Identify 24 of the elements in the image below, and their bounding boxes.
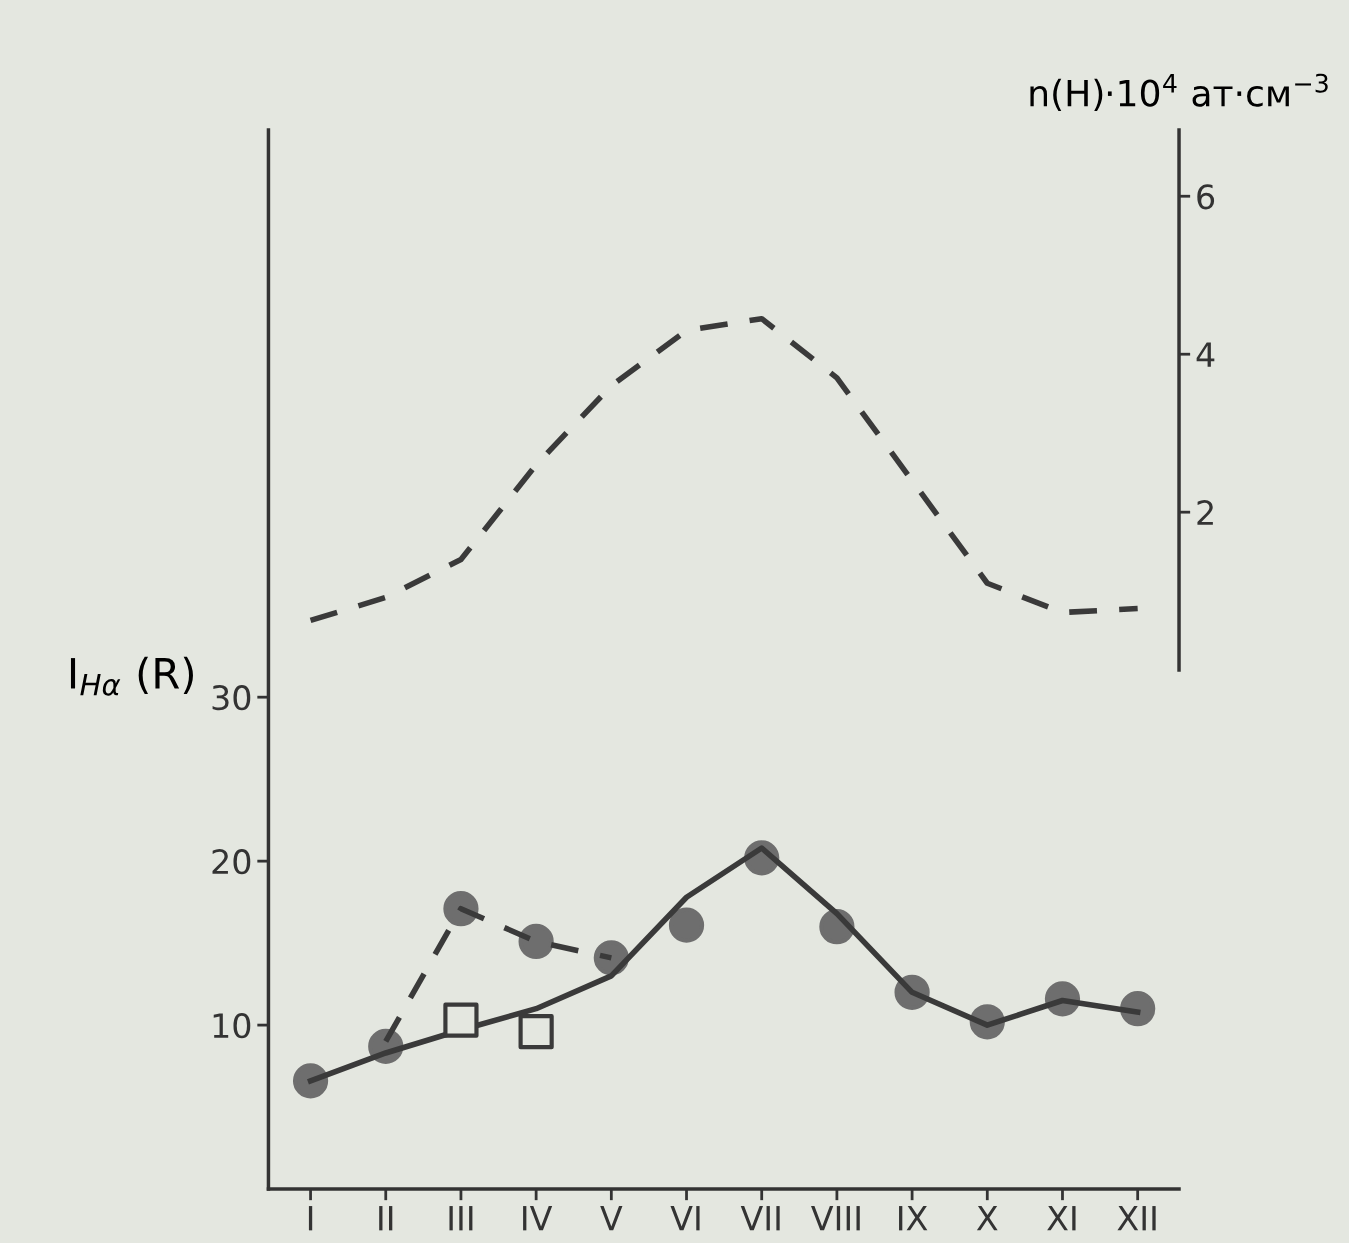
x-tick-label: I xyxy=(308,1206,313,1231)
point xyxy=(443,1002,479,1038)
x-tick-label: X xyxy=(976,1206,998,1231)
point xyxy=(518,923,554,960)
y-axis-title: I$_{Hα}$ (R) xyxy=(70,656,193,696)
x-tick-label: VIII xyxy=(811,1206,860,1231)
x-tick-label: XII xyxy=(1117,1206,1156,1231)
y2-axis-title: n(H)·10$^{4}$ ат·см$^{−3}$ xyxy=(1030,73,1328,111)
y-tick-label: 20 xyxy=(212,849,251,875)
y2-tick-label: 4 xyxy=(1196,342,1215,367)
point xyxy=(668,907,705,943)
x-tick-label: IV xyxy=(523,1206,553,1231)
y-tick-label: 10 xyxy=(213,1013,251,1039)
point xyxy=(518,1014,554,1050)
x-tick-label: XI xyxy=(1047,1206,1076,1231)
x-tick-label: II xyxy=(379,1206,393,1231)
x-tick-label: VI xyxy=(670,1206,700,1231)
y-tick-label: 30 xyxy=(212,685,251,711)
x-tick-label: III xyxy=(449,1206,473,1231)
x-tick-label: VII xyxy=(740,1206,780,1231)
x-tick-label: IX xyxy=(899,1206,928,1231)
y2-tick-label: 6 xyxy=(1197,184,1215,210)
y2-tick-label: 2 xyxy=(1197,500,1213,525)
x-tick-label: V xyxy=(600,1206,623,1231)
